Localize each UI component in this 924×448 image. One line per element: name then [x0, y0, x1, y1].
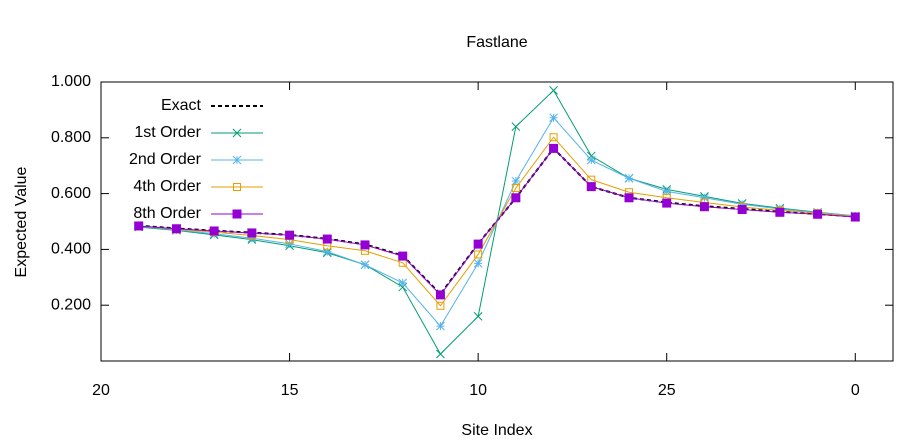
x-axis-label: Site Index: [461, 422, 532, 439]
point: [549, 133, 558, 142]
point: [474, 250, 483, 259]
point: [436, 301, 445, 310]
legend-label: 4th Order: [133, 178, 201, 195]
x-tick-label: 0: [851, 382, 860, 399]
legend-label: Exact: [161, 97, 202, 114]
point: [511, 184, 520, 193]
legend-marker: [232, 209, 242, 219]
y-axis-label: Expected Value: [13, 166, 30, 277]
y-tick-label: 0.800: [51, 129, 91, 146]
x-tick-label: 15: [281, 382, 299, 399]
x-tick-label: 20: [92, 382, 110, 399]
legend-label: 8th Order: [133, 205, 201, 222]
y-tick-label: 0.400: [51, 241, 91, 258]
chart-title: Fastlane: [466, 34, 527, 51]
legend-label: 2nd Order: [129, 151, 202, 168]
y-tick-label: 0.600: [51, 185, 91, 202]
legend-label: 1st Order: [134, 124, 201, 141]
legend-marker: [233, 183, 241, 191]
legend-marker: [232, 155, 242, 165]
legend-marker: [232, 128, 242, 138]
x-tick-label: 25: [658, 382, 676, 399]
x-tick-label: 10: [469, 382, 487, 399]
plot-frame: [100, 81, 894, 362]
y-tick-label: 0.200: [51, 296, 91, 313]
series-line: [138, 147, 856, 296]
y-tick-label: 1.000: [51, 73, 91, 90]
